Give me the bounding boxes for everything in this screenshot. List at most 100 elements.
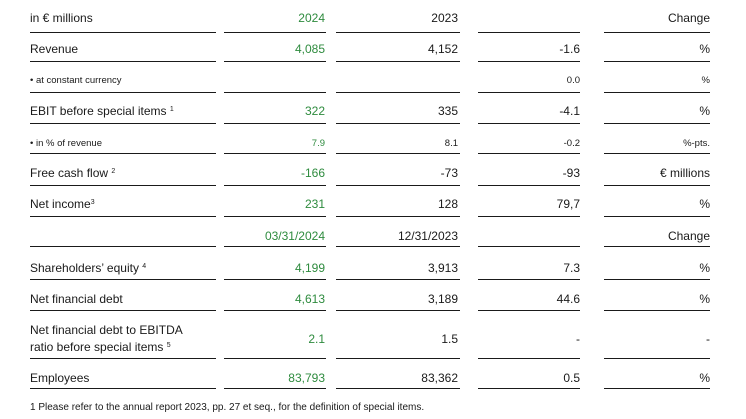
value-2023: -73 <box>440 166 458 180</box>
row-label: Net income3 <box>30 197 95 211</box>
divider <box>604 246 710 247</box>
footnote-ref: 5 <box>166 342 171 349</box>
divider <box>478 388 580 389</box>
row-label: Shareholders’ equity 4 <box>30 261 147 275</box>
divider <box>478 279 580 280</box>
divider <box>336 92 460 93</box>
value-2024: 4,199 <box>294 261 325 275</box>
footnote-ref: 4 <box>142 263 147 270</box>
divider <box>224 185 326 186</box>
divider <box>30 92 216 93</box>
col-q1-2024-header: 03/31/2024 <box>264 229 325 243</box>
row-label: Net financial debt <box>30 292 123 306</box>
value-2023: 8.1 <box>444 138 458 149</box>
value-change: 0.0 <box>566 75 580 86</box>
value-change: -1.6 <box>559 42 580 56</box>
value-unit: % <box>699 197 710 211</box>
row-label: EBIT before special items 1 <box>30 104 174 118</box>
divider <box>30 153 216 154</box>
value-2024: -166 <box>300 166 325 180</box>
value-change: 44.6 <box>556 292 580 306</box>
divider <box>604 216 710 217</box>
value-unit: € millions <box>659 166 710 180</box>
row-label-line2: ratio before special items 5 <box>30 340 171 354</box>
divider <box>604 153 710 154</box>
divider <box>336 358 460 359</box>
value-2024: 4,613 <box>294 292 325 306</box>
divider <box>336 185 460 186</box>
divider <box>224 246 326 247</box>
divider <box>604 123 710 124</box>
value-2023: 128 <box>437 197 458 211</box>
value-2024: 83,793 <box>288 371 325 385</box>
divider <box>224 32 326 33</box>
value-change: 0.5 <box>563 371 580 385</box>
divider <box>224 92 326 93</box>
footnote-ref: 1 <box>169 106 174 113</box>
divider <box>478 92 580 93</box>
divider <box>478 153 580 154</box>
unit-label: in € millions <box>30 11 93 25</box>
divider <box>224 61 326 62</box>
footnote: 1 Please refer to the annual report 2023… <box>30 402 425 413</box>
divider <box>224 153 326 154</box>
footnote-ref: 3 <box>90 199 95 206</box>
value-2024: 231 <box>304 197 325 211</box>
col-change-header: Change <box>667 11 710 25</box>
value-unit: % <box>699 292 710 306</box>
value-2023: 3,913 <box>427 261 458 275</box>
divider <box>604 358 710 359</box>
divider <box>30 388 216 389</box>
value-unit: %-pts. <box>683 138 710 149</box>
row-label: • at constant currency <box>30 75 122 86</box>
divider <box>30 123 216 124</box>
divider <box>336 310 460 311</box>
divider <box>604 310 710 311</box>
divider <box>478 216 580 217</box>
divider <box>336 32 460 33</box>
divider <box>336 216 460 217</box>
divider <box>224 216 326 217</box>
value-unit: % <box>699 261 710 275</box>
value-unit: % <box>699 371 710 385</box>
divider <box>30 310 216 311</box>
divider <box>30 358 216 359</box>
divider <box>478 32 580 33</box>
divider <box>604 61 710 62</box>
divider <box>478 310 580 311</box>
value-unit: % <box>699 42 710 56</box>
value-change: 79,7 <box>556 197 580 211</box>
divider <box>336 388 460 389</box>
divider <box>604 388 710 389</box>
value-2023: 1.5 <box>441 332 458 346</box>
value-2023: 4,152 <box>427 42 458 56</box>
col-change-header: Change <box>667 229 710 243</box>
value-2024: 322 <box>304 104 325 118</box>
divider <box>604 32 710 33</box>
divider <box>604 279 710 280</box>
divider <box>30 246 216 247</box>
divider <box>336 246 460 247</box>
divider <box>336 123 460 124</box>
col-ye-2023-header: 12/31/2023 <box>397 229 458 243</box>
divider <box>478 123 580 124</box>
divider <box>224 279 326 280</box>
divider <box>30 216 216 217</box>
row-label: • in % of revenue <box>30 138 102 149</box>
divider <box>478 61 580 62</box>
row-label: Employees <box>30 371 90 385</box>
divider <box>478 246 580 247</box>
value-change: - <box>576 332 580 346</box>
value-2023: 3,189 <box>427 292 458 306</box>
col-2023-header: 2023 <box>431 11 458 25</box>
divider <box>224 123 326 124</box>
divider <box>224 388 326 389</box>
value-unit: % <box>699 104 710 118</box>
divider <box>30 185 216 186</box>
divider <box>224 358 326 359</box>
value-unit: - <box>706 332 710 346</box>
value-2023: 335 <box>437 104 458 118</box>
divider <box>604 185 710 186</box>
divider <box>30 61 216 62</box>
value-unit: % <box>701 75 710 86</box>
